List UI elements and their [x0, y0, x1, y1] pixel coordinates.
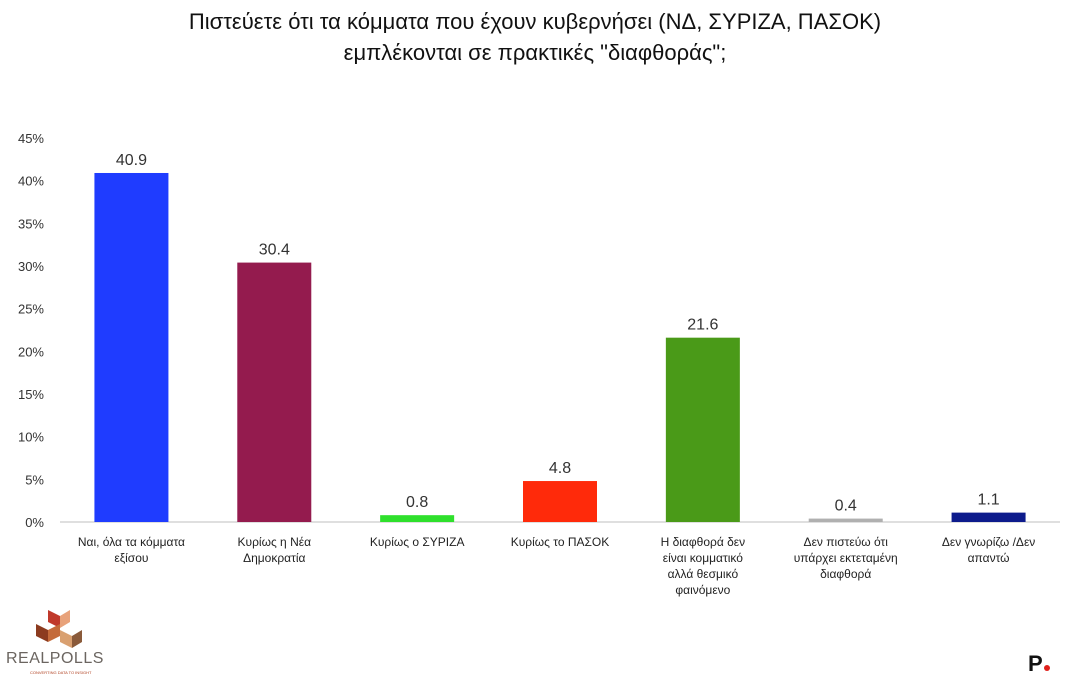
y-tick-label: 15%	[18, 387, 44, 402]
data-label: 30.4	[259, 242, 290, 259]
y-tick-label: 0%	[25, 515, 44, 530]
title-line-1: Πιστεύετε ότι τα κόμματα που έχουν κυβερ…	[188, 9, 882, 34]
y-tick-label: 10%	[18, 430, 44, 445]
data-label: 1.1	[977, 492, 999, 509]
category-label: Κυρίως το ΠΑΣΟΚ	[511, 535, 610, 549]
data-label: 4.8	[549, 460, 571, 477]
category-label: Δεν πιστεύω ότι	[804, 535, 889, 549]
red-dot-icon	[1043, 665, 1050, 671]
bar	[237, 262, 312, 522]
data-label: 0.4	[835, 498, 857, 515]
category-label: φαινόμενο	[675, 583, 730, 597]
category-label: εξίσου	[114, 551, 148, 565]
y-tick-label: 45%	[18, 131, 44, 146]
bar	[665, 337, 740, 522]
data-label: 40.9	[116, 152, 147, 169]
category-label: είναι κομματικό	[663, 551, 744, 565]
bar	[951, 512, 1026, 522]
category-label: Δεν γνωρίζω /Δεν	[942, 535, 1035, 549]
data-label: 21.6	[687, 317, 718, 334]
category-label: Κυρίως ο ΣΥΡΙΖΑ	[370, 535, 465, 549]
category-label: Δημοκρατία	[243, 551, 305, 565]
category-label: διαφθορά	[820, 567, 871, 581]
bar	[523, 481, 597, 522]
chart-title: Πιστεύετε ότι τα κόμματα που έχουν κυβερ…	[0, 6, 1070, 68]
category-label: υπάρχει εκτεταμένη	[794, 551, 898, 565]
category-label: Η διαφθορά δεν	[661, 535, 746, 549]
data-label: 0.8	[406, 494, 428, 511]
realpolls-logo-icon	[36, 610, 82, 648]
y-tick-label: 30%	[18, 259, 44, 274]
y-tick-label: 35%	[18, 216, 44, 231]
category-label: Κυρίως η Νέα	[238, 535, 312, 549]
p-brand-logo: P	[1028, 651, 1050, 677]
realpolls-tagline: CONVERTING DATA TO INSIGHT	[30, 670, 92, 675]
bar	[808, 518, 883, 522]
realpolls-wordmark: REALPOLLS	[6, 650, 104, 667]
bar	[94, 172, 169, 522]
y-tick-label: 20%	[18, 344, 44, 359]
bar	[380, 515, 455, 522]
bar-chart: 0% 5% 10% 15% 20% 25% 30% 35% 40% 45% 40.9 Ναι, όλα…	[18, 131, 1060, 597]
y-tick-label: 25%	[18, 302, 44, 317]
y-tick-label: 40%	[18, 174, 44, 189]
title-line-2: εμπλέκονται σε πρακτικές "διαφθοράς";	[343, 40, 727, 65]
category-label: απαντώ	[968, 551, 1010, 565]
category-label: αλλά θεσμικό	[668, 567, 739, 581]
category-label: Ναι, όλα τα κόμματα	[78, 535, 185, 549]
y-tick-label: 5%	[25, 472, 44, 487]
